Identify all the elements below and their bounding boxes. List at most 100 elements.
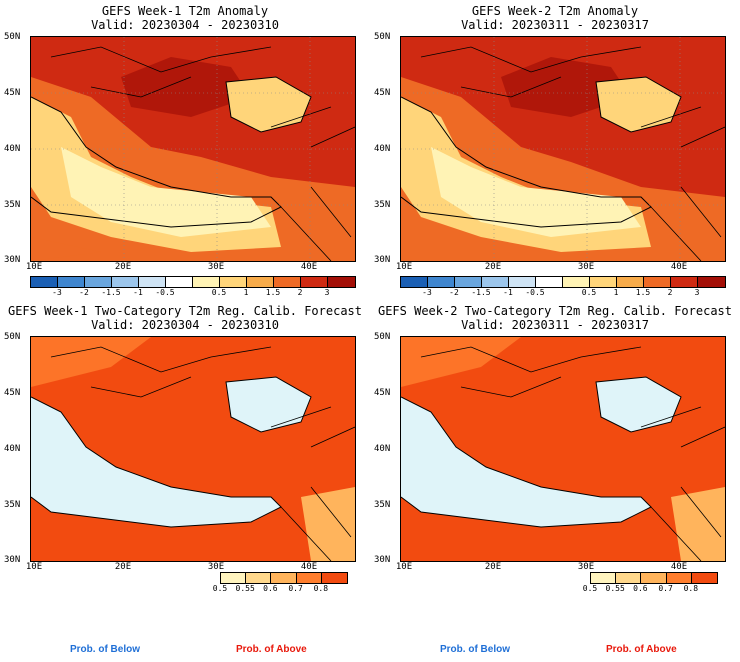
colorbar-tick-label: -1.5 — [101, 288, 121, 297]
lat-label-45n: 45N — [4, 388, 21, 398]
colorbar-swatch — [617, 277, 644, 287]
colorbar-swatch — [166, 277, 193, 287]
colorbar-tick-label: 0.55 — [605, 584, 625, 593]
colorbar-tick-label: 0.5 — [212, 584, 228, 593]
colorbar-swatch — [221, 573, 247, 583]
map-week2-probability — [400, 336, 726, 562]
colorbar-swatch — [616, 573, 642, 583]
colorbar-swatch — [641, 573, 667, 583]
colorbar-swatch — [509, 277, 536, 287]
lon-label-20e: 20E — [114, 262, 132, 272]
lat-label-45n: 45N — [4, 88, 21, 98]
colorbar-swatch — [671, 277, 698, 287]
colorbar-swatch — [274, 277, 301, 287]
colorbar-tick-label: 0.55 — [235, 584, 255, 593]
colorbar-swatch — [691, 573, 717, 583]
colorbar-tick-label: 0.7 — [288, 584, 303, 593]
lon-label-30e: 30E — [207, 562, 225, 572]
colorbar-tick-label: -2 — [449, 288, 459, 297]
lon-label-10e: 10E — [25, 262, 43, 272]
lat-label-30n: 30N — [4, 555, 21, 565]
lon-label-40e: 40E — [300, 262, 318, 272]
map-week2-anomaly — [400, 36, 726, 262]
colorbar-tick-label: 1 — [243, 288, 249, 297]
lat-label-50n: 50N — [374, 332, 391, 342]
lat-label-30n: 30N — [374, 255, 391, 265]
colorbar-tick-label: 2 — [297, 288, 303, 297]
colorbar-tick-label: 3 — [324, 288, 330, 297]
lon-label-10e: 10E — [25, 562, 43, 572]
lon-label-40e: 40E — [300, 562, 318, 572]
colorbar-tick-label: -1.5 — [471, 288, 491, 297]
colorbar-tick-label: -2 — [79, 288, 89, 297]
colorbar-swatch — [536, 277, 563, 287]
lat-label-45n: 45N — [374, 88, 391, 98]
anomaly-colorbar — [400, 276, 726, 288]
lon-label-40e: 40E — [670, 262, 688, 272]
lon-label-20e: 20E — [114, 562, 132, 572]
colorbar-swatch — [328, 277, 355, 287]
map-week1-anomaly — [30, 36, 356, 262]
panel-valid-dates: Valid: 20230304 - 20230310 — [91, 18, 279, 32]
colorbar-swatch — [590, 277, 617, 287]
probability-colorbar — [220, 572, 348, 584]
panel-title: GEFS Week-2 Two-Category T2m Reg. Calib.… — [377, 304, 732, 318]
colorbar-swatch — [296, 573, 322, 583]
lat-label-45n: 45N — [374, 388, 391, 398]
colorbar-swatch — [85, 277, 112, 287]
lat-label-50n: 50N — [4, 332, 21, 342]
lat-label-35n: 35N — [4, 200, 21, 210]
lat-label-35n: 35N — [374, 200, 391, 210]
colorbar-swatch — [31, 277, 58, 287]
colorbar-swatch — [58, 277, 85, 287]
colorbar-tick-label: 0.6 — [263, 584, 278, 593]
panel-valid-dates: Valid: 20230311 - 20230317 — [461, 18, 649, 32]
anomaly-colorbar — [30, 276, 356, 288]
colorbar-swatch — [428, 277, 455, 287]
lon-label-30e: 30E — [207, 262, 225, 272]
lat-label-35n: 35N — [4, 500, 21, 510]
panel-week2-probability: GEFS Week-2 Two-Category T2m Reg. Calib.… — [370, 300, 740, 600]
colorbar-swatch — [401, 277, 428, 287]
lat-label-40n: 40N — [4, 144, 21, 154]
colorbar-tick-label: -0.5 — [525, 288, 545, 297]
colorbar-tick-label: -3 — [52, 288, 62, 297]
colorbar-swatch — [321, 573, 347, 583]
colorbar-swatch — [246, 573, 272, 583]
colorbar-tick-label: 3 — [694, 288, 700, 297]
lat-label-35n: 35N — [374, 500, 391, 510]
colorbar-swatch — [666, 573, 692, 583]
colorbar-swatch — [139, 277, 166, 287]
lon-label-30e: 30E — [577, 262, 595, 272]
lon-label-10e: 10E — [395, 562, 413, 572]
colorbar-swatch — [301, 277, 328, 287]
lat-label-30n: 30N — [4, 255, 21, 265]
lat-label-50n: 50N — [374, 32, 391, 42]
prob-above-label: Prob. of Above — [606, 644, 677, 655]
colorbar-tick-label: -1 — [133, 288, 143, 297]
lat-label-40n: 40N — [374, 444, 391, 454]
colorbar-swatch — [271, 573, 297, 583]
colorbar-swatch — [591, 573, 617, 583]
colorbar-swatch — [193, 277, 220, 287]
lon-label-30e: 30E — [577, 562, 595, 572]
colorbar-swatch — [455, 277, 482, 287]
panel-week1-probability: GEFS Week-1 Two-Category T2m Reg. Calib.… — [0, 300, 370, 600]
colorbar-tick-label: 0.5 — [582, 584, 598, 593]
colorbar-swatch — [112, 277, 139, 287]
colorbar-tick-label: -1 — [503, 288, 513, 297]
prob-below-label: Prob. of Below — [70, 644, 140, 655]
colorbar-tick-label: 2 — [667, 288, 673, 297]
colorbar-tick-label: 1 — [613, 288, 619, 297]
panel-week1-anomaly: GEFS Week-1 T2m Anomaly Valid: 20230304 … — [0, 0, 370, 300]
panel-valid-dates: Valid: 20230304 - 20230310 — [91, 318, 279, 332]
colorbar-swatch — [247, 277, 274, 287]
lat-label-40n: 40N — [4, 444, 21, 454]
panel-title: GEFS Week-1 Two-Category T2m Reg. Calib.… — [7, 304, 362, 318]
lat-label-40n: 40N — [374, 144, 391, 154]
colorbar-tick-label: 0.8 — [313, 584, 329, 593]
colorbar-tick-label: 0.8 — [683, 584, 699, 593]
panel-title: GEFS Week-1 T2m Anomaly — [101, 4, 269, 18]
map-week1-probability — [30, 336, 356, 562]
panel-valid-dates: Valid: 20230311 - 20230317 — [461, 318, 649, 332]
